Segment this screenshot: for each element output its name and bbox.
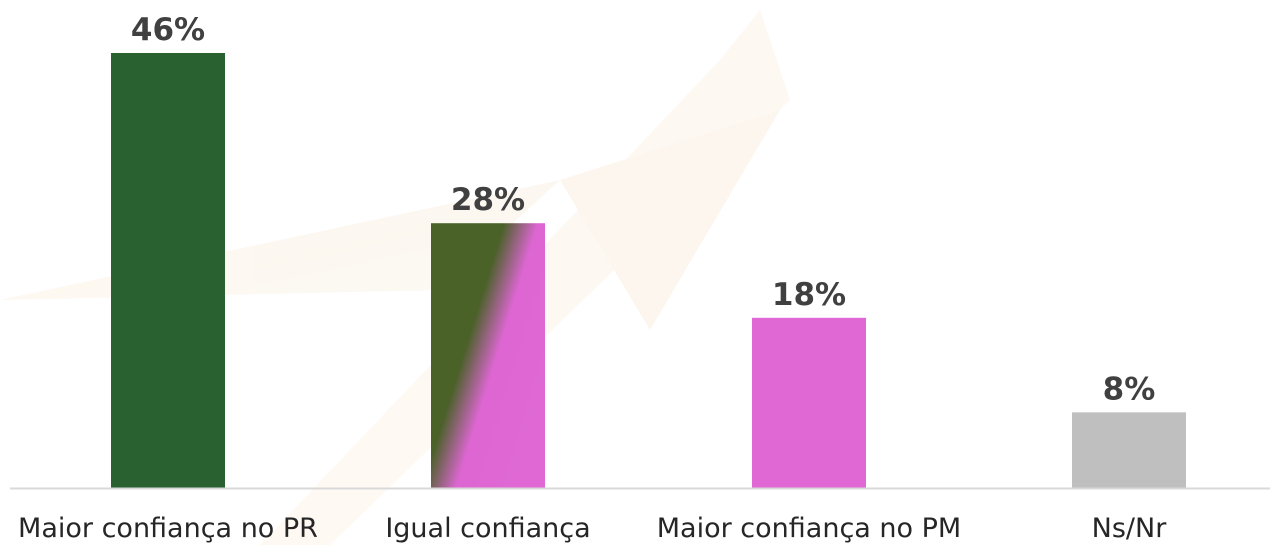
category-labels-group: Maior confiança no PR Igual confiança Maio… xyxy=(18,513,1167,544)
bar-3 xyxy=(752,317,866,488)
value-labels-group: 46% 28% 18% 8% xyxy=(131,12,1155,407)
bar-1 xyxy=(111,53,225,488)
category-label-3: Maior confiança no PM xyxy=(657,513,961,544)
category-label-2: Igual confiança xyxy=(385,513,590,544)
value-label-1: 46% xyxy=(131,12,205,48)
bar-2 xyxy=(431,223,545,488)
value-label-2: 28% xyxy=(451,182,525,218)
bars-group xyxy=(111,53,1186,488)
value-label-3: 18% xyxy=(772,277,846,313)
value-label-4: 8% xyxy=(1103,371,1156,407)
category-label-4: Ns/Nr xyxy=(1092,513,1168,544)
bar-4 xyxy=(1072,412,1186,488)
category-label-1: Maior confiança no PR xyxy=(18,513,318,544)
